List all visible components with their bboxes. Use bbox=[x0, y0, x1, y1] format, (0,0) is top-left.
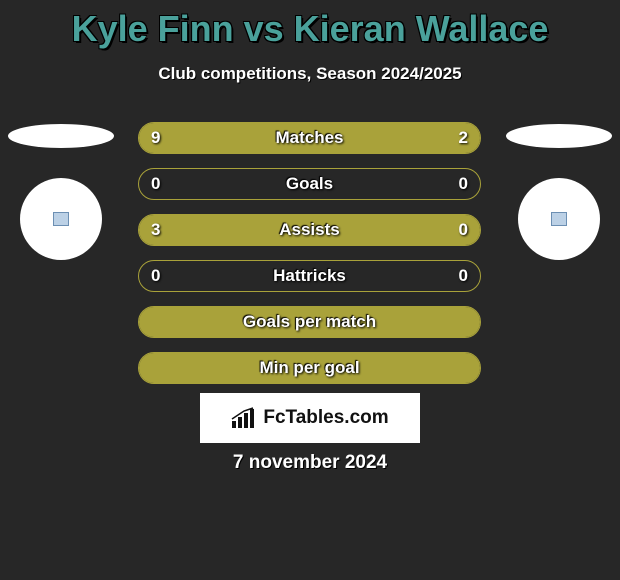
bar-value-right: 0 bbox=[459, 266, 468, 286]
bar-value-right: 2 bbox=[459, 128, 468, 148]
bar-row: 3 0 Assists bbox=[138, 214, 481, 246]
bar-row: 9 2 Matches bbox=[138, 122, 481, 154]
bar-value-left: 0 bbox=[151, 174, 160, 194]
player-right-avatar bbox=[518, 178, 600, 260]
chart-icon bbox=[231, 407, 257, 429]
bar-row: 0 0 Goals bbox=[138, 168, 481, 200]
bar-row: Min per goal bbox=[138, 352, 481, 384]
bar-label: Hattricks bbox=[273, 266, 346, 286]
bar-row: Goals per match bbox=[138, 306, 481, 338]
bar-value-right: 0 bbox=[459, 174, 468, 194]
bar-value-left: 0 bbox=[151, 266, 160, 286]
brand-logo: FcTables.com bbox=[231, 407, 388, 429]
page-title: Kyle Finn vs Kieran Wallace bbox=[0, 0, 620, 50]
player-right-ellipse bbox=[506, 124, 612, 148]
bar-value-left: 3 bbox=[151, 220, 160, 240]
placeholder-icon bbox=[551, 212, 567, 226]
bar-label: Min per goal bbox=[259, 358, 359, 378]
bar-label: Matches bbox=[275, 128, 343, 148]
player-left-ellipse bbox=[8, 124, 114, 148]
subtitle: Club competitions, Season 2024/2025 bbox=[0, 64, 620, 84]
bar-label: Goals bbox=[286, 174, 333, 194]
date-text: 7 november 2024 bbox=[0, 452, 620, 474]
bar-value-left: 9 bbox=[151, 128, 160, 148]
bar-value-right: 0 bbox=[459, 220, 468, 240]
comparison-bars: 9 2 Matches 0 0 Goals 3 0 Assists 0 0 Hattricks Goal… bbox=[138, 122, 481, 398]
bar-label: Goals per match bbox=[243, 312, 376, 332]
brand-text: FcTables.com bbox=[263, 407, 388, 429]
bar-row: 0 0 Hattricks bbox=[138, 260, 481, 292]
player-left-avatar bbox=[20, 178, 102, 260]
bar-fill-right bbox=[418, 123, 480, 153]
placeholder-icon bbox=[53, 212, 69, 226]
brand-box: FcTables.com bbox=[200, 393, 420, 443]
bar-label: Assists bbox=[279, 220, 339, 240]
